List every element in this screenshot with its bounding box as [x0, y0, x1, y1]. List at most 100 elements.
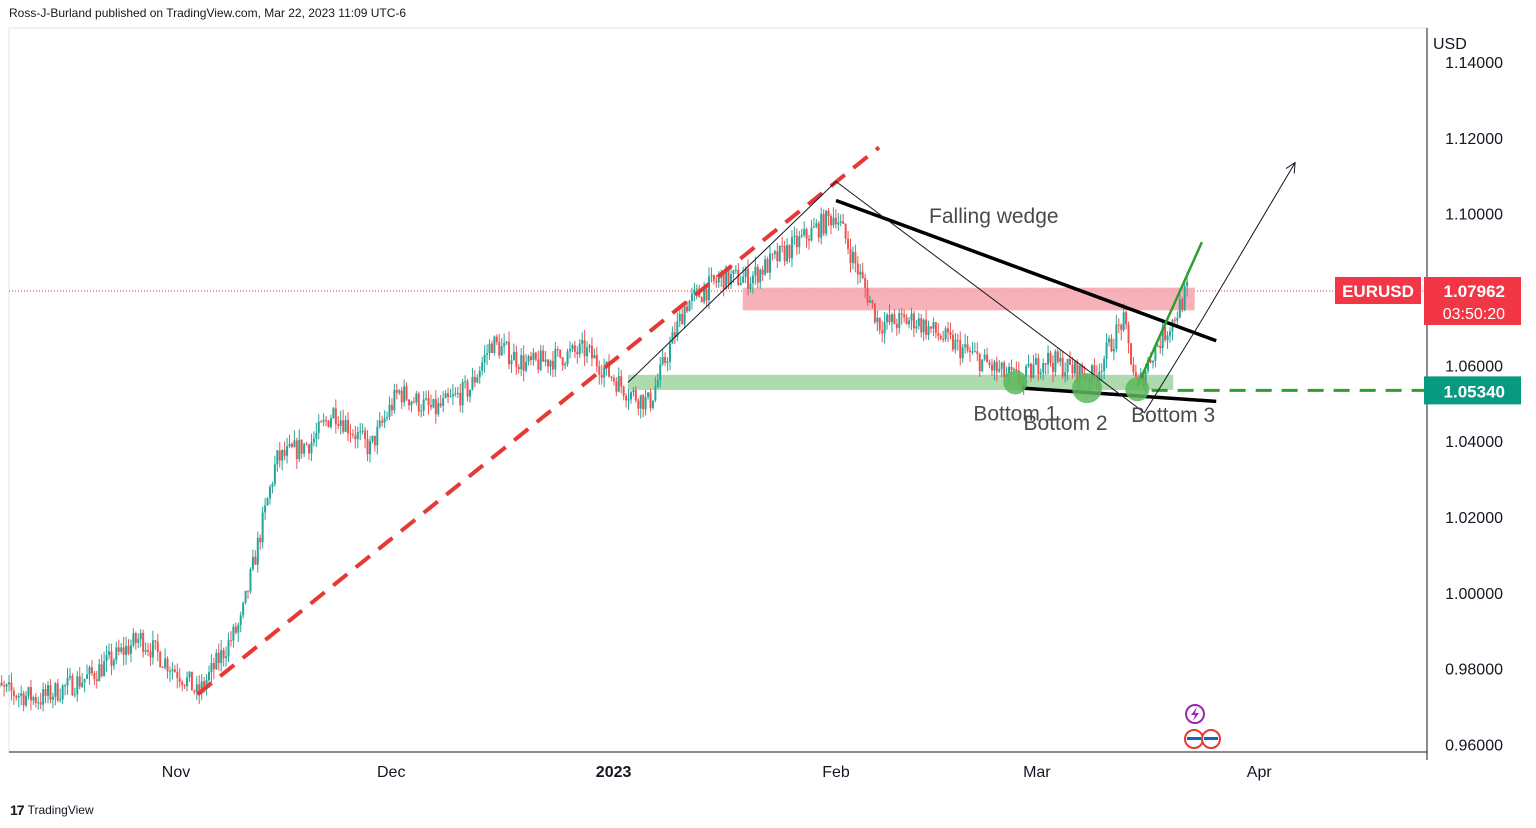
candle-body — [142, 632, 145, 652]
candle — [639, 394, 642, 419]
candle-body — [220, 650, 223, 664]
candle-body — [183, 684, 186, 687]
candle-body — [759, 269, 762, 283]
candle — [68, 667, 71, 681]
candle — [498, 334, 501, 359]
annotation-bottom-1[interactable]: Bottom 1 — [973, 402, 1057, 425]
candle-body — [166, 658, 169, 672]
candle-body — [483, 354, 486, 363]
resistance-zone[interactable] — [742, 287, 1195, 311]
candle-body — [703, 289, 706, 303]
candle — [800, 228, 803, 239]
tradingview-footer[interactable]: 17 TradingView — [10, 802, 94, 818]
candle — [173, 664, 176, 673]
candle-body — [722, 273, 725, 290]
candle — [959, 331, 962, 366]
candle-body — [478, 370, 481, 378]
annotation-bottom-3[interactable]: Bottom 3 — [1131, 404, 1215, 427]
annotation-bottom-2[interactable]: Bottom 2 — [1024, 412, 1108, 435]
support-price-tag[interactable]: 1.05340 — [1424, 376, 1521, 405]
candle-body — [1054, 351, 1057, 372]
candle — [781, 236, 784, 253]
candle — [942, 330, 945, 343]
bottom-2-marker[interactable] — [1072, 373, 1103, 404]
candle — [986, 347, 989, 363]
candle — [1059, 349, 1062, 367]
candle-body — [573, 345, 576, 352]
last-price-tag[interactable]: EURUSD 1.07962 03:50:20 — [1335, 276, 1521, 325]
candle — [1173, 316, 1176, 325]
candle — [712, 274, 715, 285]
candle — [212, 657, 215, 680]
candle-body — [783, 246, 786, 262]
candle — [393, 383, 396, 414]
candle-body — [247, 590, 250, 592]
candle-body — [586, 347, 589, 357]
candle — [856, 256, 859, 285]
candle-body — [1183, 286, 1186, 310]
candle-body — [776, 251, 779, 262]
candle — [349, 424, 352, 443]
annotation-falling-wedge[interactable]: Falling wedge — [929, 205, 1059, 228]
candle-body — [790, 237, 793, 259]
candle-body — [781, 245, 784, 247]
candle-body — [995, 361, 998, 372]
candle — [671, 326, 674, 344]
candle-body — [747, 268, 750, 289]
candle-body — [710, 275, 713, 277]
candle — [334, 399, 337, 434]
support-zone[interactable] — [627, 374, 1174, 390]
candle-body — [1078, 365, 1081, 383]
candle-body — [449, 396, 452, 398]
candle — [1066, 358, 1069, 381]
candle-body — [1112, 348, 1115, 352]
bottom-1-marker[interactable] — [1003, 370, 1028, 395]
candle-body — [86, 674, 89, 679]
candle-body — [986, 354, 989, 363]
projection-path[interactable] — [627, 162, 1296, 414]
candle-body — [1154, 345, 1157, 361]
candle — [1120, 323, 1123, 341]
candle — [371, 435, 374, 444]
bottom-3-marker[interactable] — [1125, 377, 1150, 402]
candle-body — [693, 289, 696, 294]
candle-body — [564, 364, 567, 366]
candle-body — [451, 394, 454, 397]
candle-body — [122, 647, 125, 656]
candle-body — [549, 360, 552, 367]
candle-body — [103, 661, 106, 677]
candle-body — [727, 267, 730, 285]
breakout-trendline[interactable] — [1136, 241, 1204, 387]
candle — [917, 312, 920, 330]
candle-body — [627, 399, 630, 401]
candle — [925, 310, 928, 340]
candle-body — [825, 210, 828, 234]
candle — [966, 335, 969, 353]
candle-body — [522, 355, 525, 371]
candle-body — [481, 362, 484, 371]
candle — [568, 341, 571, 359]
candle-body — [744, 268, 747, 277]
candle — [398, 389, 401, 395]
candle — [908, 316, 911, 329]
candle — [54, 682, 57, 706]
candle — [869, 295, 872, 304]
candle — [666, 357, 669, 372]
wedge-lower-trendline[interactable] — [1022, 386, 1217, 404]
candle-body — [476, 377, 479, 383]
candle-body — [525, 361, 528, 371]
wedge-upper-trendline[interactable] — [835, 198, 1217, 343]
candle-body — [334, 408, 337, 425]
candle-body — [837, 222, 840, 225]
rising-support-trendline[interactable] — [196, 145, 881, 696]
candle — [312, 431, 315, 447]
candle-body — [842, 221, 845, 224]
candle — [981, 359, 984, 373]
event-icons[interactable] — [1184, 704, 1221, 749]
candle-body — [429, 404, 432, 408]
candle — [1054, 349, 1057, 377]
candle-body — [764, 259, 767, 275]
candle — [1032, 354, 1035, 379]
candle-body — [171, 669, 174, 672]
